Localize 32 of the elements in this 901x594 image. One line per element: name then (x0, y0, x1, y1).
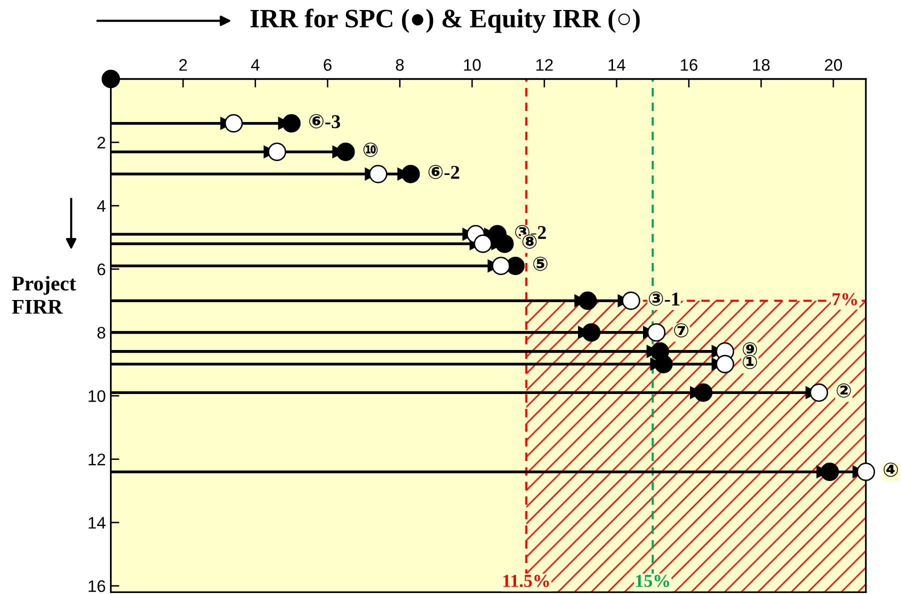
ref-line-label: 7% (832, 293, 857, 306)
y-tick-label: 4 (97, 200, 106, 212)
annotation: ⑥-3 (309, 114, 340, 128)
annotation: ⑤ (533, 256, 548, 271)
x-tick-label: 20 (824, 59, 842, 71)
x-tick-label: 4 (251, 59, 260, 71)
y-axis-title: Project FIRR (12, 276, 76, 314)
annotation: ② (836, 383, 851, 398)
annotation: ⑦ (674, 323, 688, 338)
annotation: ⑥-2 (428, 164, 460, 180)
x-tick-label: 16 (680, 59, 698, 71)
annotation: ④ (884, 462, 898, 477)
y-tick-label: 6 (98, 263, 106, 276)
x-tick-label: 18 (753, 59, 770, 71)
x-tick-label: 8 (396, 59, 404, 71)
ref-line-label: 15% (636, 574, 670, 588)
x-tick-label: 12 (536, 59, 553, 71)
y-tick-label: 10 (88, 390, 106, 402)
x-tick-label: 2 (179, 59, 187, 71)
annotation: ① (742, 354, 757, 370)
x-tick-label: 10 (464, 59, 481, 71)
x-tick-label: 14 (608, 59, 626, 71)
y-tick-label: 2 (98, 136, 106, 148)
y-tick-label: 16 (88, 580, 106, 592)
y-tick-label: 12 (88, 454, 106, 466)
annotation: ⑩ (363, 142, 378, 157)
ref-line-label: 11.5% (503, 574, 549, 588)
x-tick-label: 6 (324, 59, 332, 71)
y-tick-label: 14 (88, 517, 106, 529)
y-tick-label: 8 (97, 326, 106, 339)
chart-title: IRR for SPC (●) & Equity IRR (○) (250, 8, 640, 33)
annotation: ③-1 (648, 292, 680, 306)
